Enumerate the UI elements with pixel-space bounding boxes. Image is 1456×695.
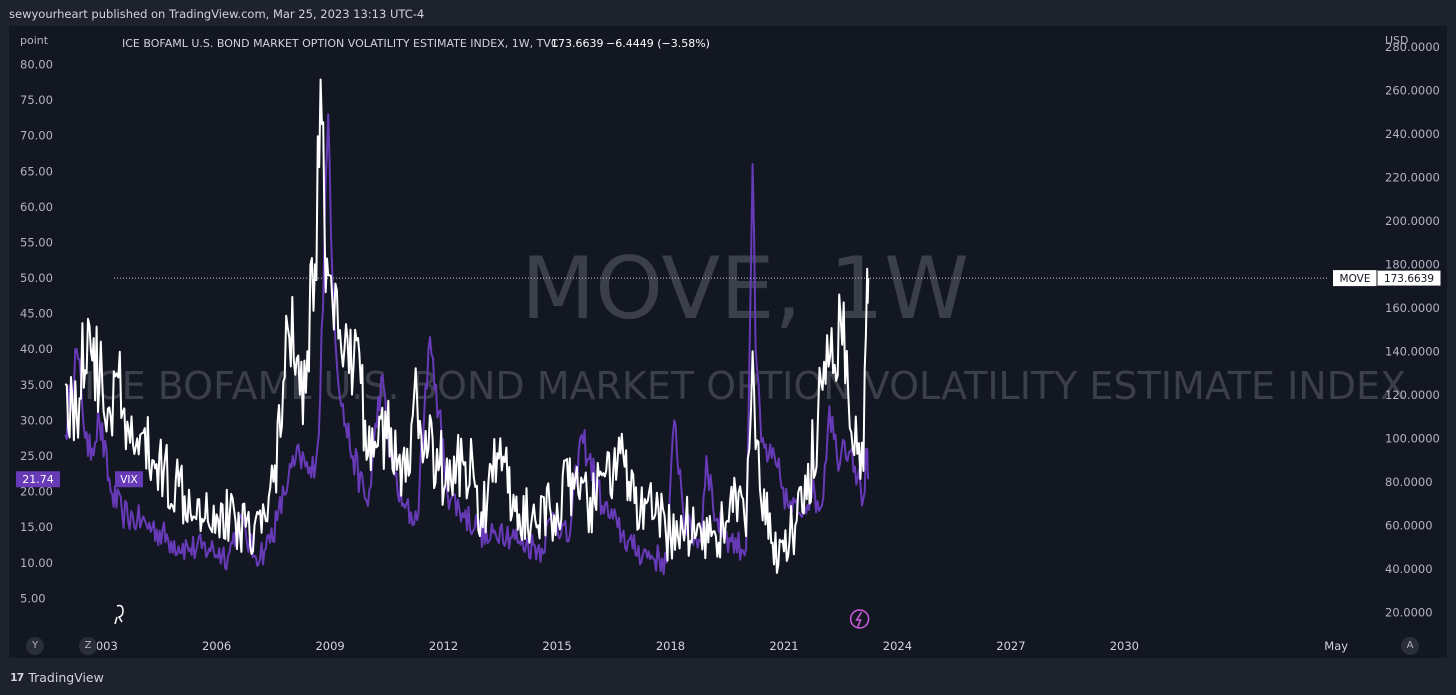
move-name-badge <box>1333 270 1377 287</box>
left-axis-tick: 80.00 <box>20 57 53 71</box>
legend-title: ICE BOFAML U.S. BOND MARKET OPTION VOLAT… <box>122 37 559 50</box>
move-value-badge <box>1376 269 1442 287</box>
chart-svg[interactable]: MOVE, 1W ICE BOFAML U.S. BOND MARKET OPTI… <box>9 26 1447 658</box>
left-axis-tick: 75.00 <box>20 93 53 107</box>
tradingview-logo[interactable]: 17 TradingView <box>10 670 104 685</box>
move-name-label: MOVE <box>1340 273 1371 285</box>
left-axis-tick: 40.00 <box>20 342 53 356</box>
right-axis-tick: 60.0000 <box>1385 518 1433 532</box>
left-axis-tick: 65.00 <box>20 164 53 178</box>
bolt-icon <box>855 611 863 628</box>
right-axis-tick: 20.0000 <box>1385 605 1433 619</box>
x-axis-tick: 2006 <box>202 639 231 653</box>
left-axis-tick: 50.00 <box>20 271 53 285</box>
x-axis-tick: May <box>1324 639 1348 653</box>
right-axis-tick: 40.0000 <box>1385 562 1433 576</box>
right-axis-tick: 200.0000 <box>1385 214 1440 228</box>
left-axis-tick: 60.00 <box>20 200 53 214</box>
right-axis-tick: 160.0000 <box>1385 301 1440 315</box>
vix-series-line <box>64 113 870 576</box>
watermark-symbol: MOVE, 1W <box>521 239 969 339</box>
x-axis-tick: 2012 <box>429 639 458 653</box>
left-axis-tick: 5.00 <box>20 591 46 605</box>
vix-name-label: VIX <box>120 474 137 486</box>
x-axis-tick: 2027 <box>996 639 1025 653</box>
dividend-marker-icon <box>114 604 124 625</box>
move-value-label: 173.6639 <box>1384 273 1434 285</box>
move-series-line <box>64 78 870 574</box>
header-bar: sewyourheart published on TradingView.co… <box>0 0 1456 26</box>
chart-panel[interactable]: MOVE, 1W ICE BOFAML U.S. BOND MARKET OPTI… <box>9 26 1447 658</box>
left-axis-tick: 35.00 <box>20 378 53 392</box>
x-axis-tick: 2015 <box>542 639 571 653</box>
brand-name: TradingView <box>28 670 104 685</box>
right-axis-tick: 120.0000 <box>1385 388 1440 402</box>
right-axis-tick: 240.0000 <box>1385 127 1440 141</box>
right-axis-tick: 100.0000 <box>1385 431 1440 445</box>
left-axis-tick: 15.00 <box>20 520 53 534</box>
left-axis-title: point <box>20 34 49 47</box>
published-info: sewyourheart published on TradingView.co… <box>9 7 425 21</box>
left-axis-tick: 25.00 <box>20 449 53 463</box>
footer-bar: 17 TradingView <box>0 658 1456 695</box>
tradingview-logo-icon: 17 <box>10 671 24 684</box>
left-axis-tick: 30.00 <box>20 413 53 427</box>
x-axis-tick: 2018 <box>656 639 685 653</box>
vix-name-badge <box>115 471 143 488</box>
auto-scale-button[interactable]: A <box>1401 637 1419 655</box>
earnings-marker-icon <box>849 609 870 629</box>
left-axis-tick: 55.00 <box>20 235 53 249</box>
event-marker-circle <box>849 609 870 629</box>
right-axis-tick: 140.0000 <box>1385 344 1440 358</box>
zoom-button[interactable]: Z <box>79 637 97 655</box>
left-axis-tick: 20.00 <box>20 485 53 499</box>
right-axis-tick: 180.0000 <box>1385 257 1440 271</box>
x-axis-tick: 2021 <box>769 639 798 653</box>
legend-change: −6.4449 (−3.58%) <box>606 37 710 50</box>
x-axis-tick: 2024 <box>883 639 912 653</box>
right-axis-tick: 280.0000 <box>1385 40 1440 54</box>
right-axis-tick: 260.0000 <box>1385 83 1440 97</box>
x-axis-tick: 2030 <box>1110 639 1139 653</box>
left-axis-tick: 45.00 <box>20 307 53 321</box>
vix-value-label: 21.74 <box>22 473 54 486</box>
vix-value-badge <box>16 471 60 488</box>
x-axis-tick: 2009 <box>315 639 344 653</box>
legend-price: 173.6639 <box>551 37 604 50</box>
log-scale-button[interactable]: Y <box>26 637 44 655</box>
right-axis-title: USD <box>1385 34 1409 47</box>
left-axis-tick: 10.00 <box>20 556 53 570</box>
left-axis-tick: 70.00 <box>20 129 53 143</box>
right-axis-tick: 80.0000 <box>1385 475 1433 489</box>
right-axis-tick: 220.0000 <box>1385 170 1440 184</box>
